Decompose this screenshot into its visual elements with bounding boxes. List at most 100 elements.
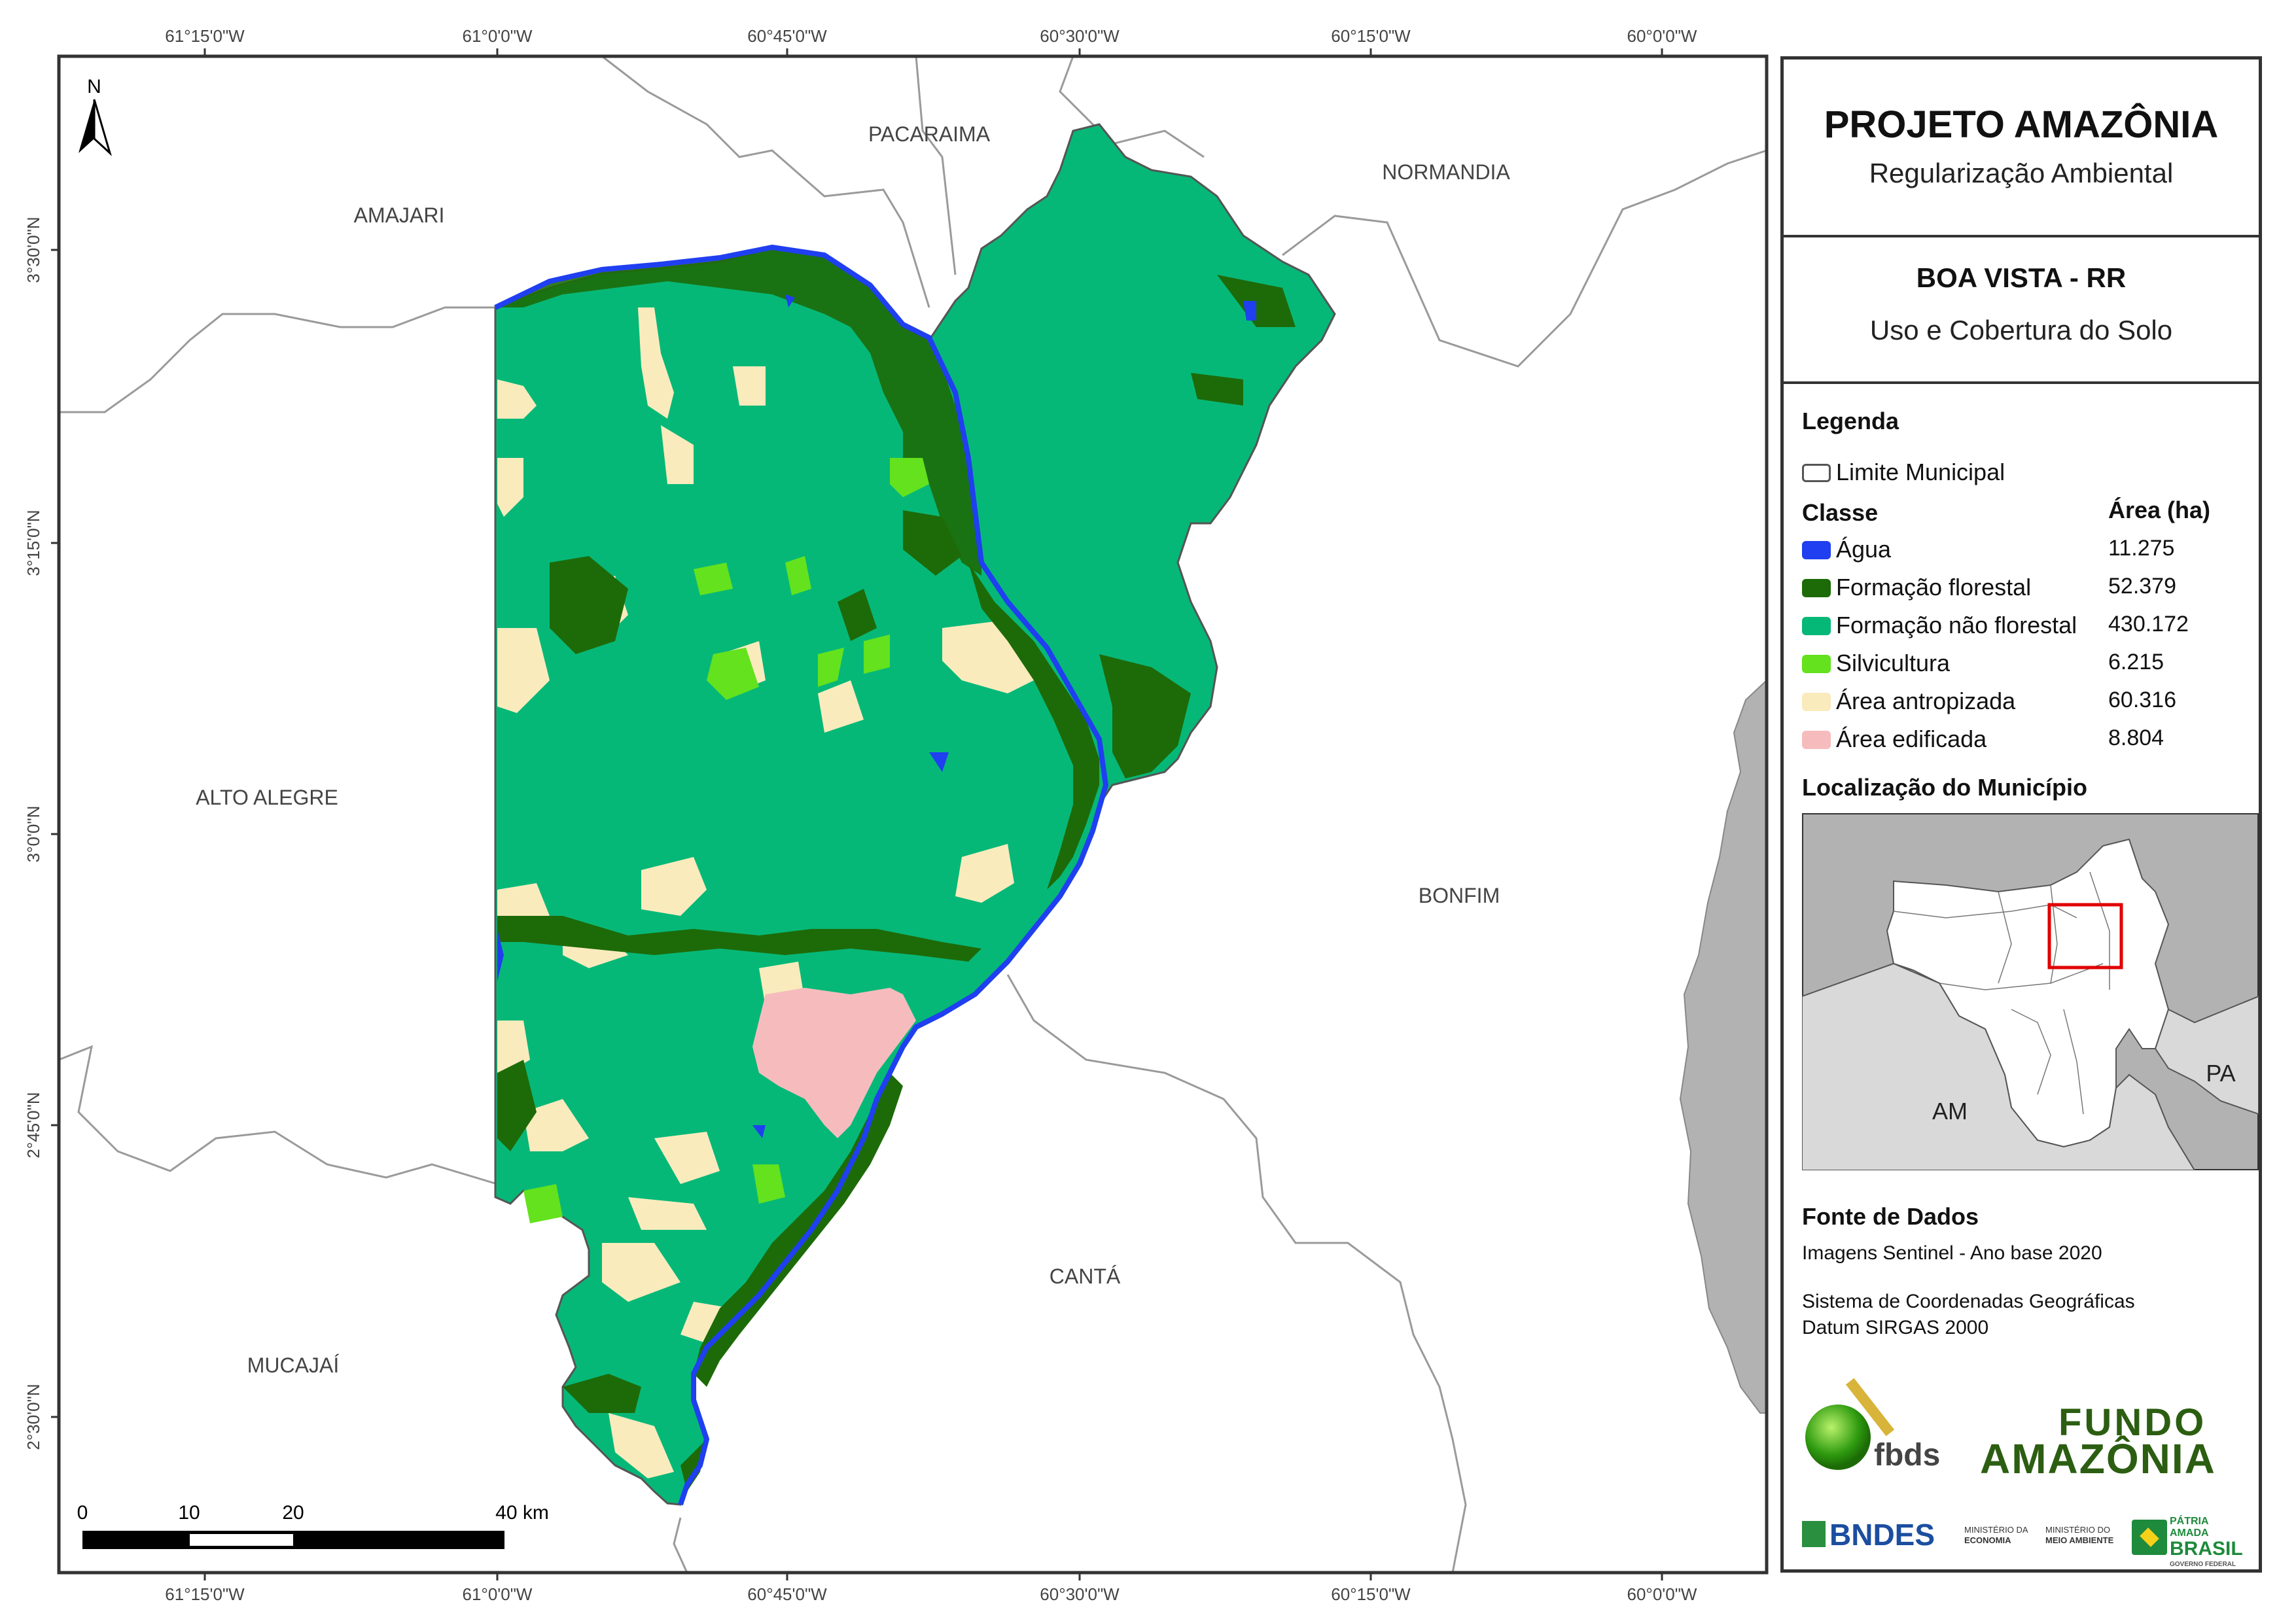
top-coord-4: 60°30'0"W [1040,26,1120,46]
scale-bar-body [82,1531,504,1549]
min-ambiente-line1: MINISTÉRIO DO [2045,1525,2110,1535]
boundary-normandia-bonfim [1282,149,1767,368]
min-economia-line1: MINISTÉRIO DA [1964,1525,2028,1535]
bottom-coord-6: 60°0'0"W [1627,1584,1697,1604]
class-header: Classe [1802,499,1879,526]
label-canta: CANTÁ [1050,1265,1121,1288]
municipal-boundaries [58,55,1767,1573]
bottom-coord-2: 61°0'0"W [463,1584,533,1604]
north-arrow-right-icon [93,99,112,156]
fbds-logo-icon [1805,1378,1895,1470]
label-bonfim: BONFIM [1419,884,1500,907]
fbds-text: fbds [1874,1438,1941,1473]
min-ambiente: MINISTÉRIO DO MEIO AMBIENTE [2045,1525,2113,1546]
brasil-flag-icon [2132,1520,2167,1555]
main-river [494,245,1108,1506]
class-area-edificada: 8.804 [2108,725,2164,750]
top-coord-1: 61°15'0"W [165,26,245,46]
inset-amazonas-region [1802,962,2196,1170]
project-title: PROJETO AMAZÔNIA [1824,103,2219,146]
swatch-antropizada [1802,693,1831,711]
scale-label-20: 20 [282,1502,304,1524]
source-imagery: Imagens Sentinel - Ano base 2020 [1802,1242,2102,1264]
inset-location-highlight [2047,903,2123,969]
limit-label: Limite Municipal [1836,459,2005,485]
bottom-coord-3: 60°45'0"W [747,1584,827,1604]
patria-line2: BRASIL [2170,1538,2243,1560]
legend-title: Legenda [1802,408,1899,434]
class-area-silvicultura: 6.215 [2108,650,2164,674]
legend-limit-row: Limite Municipal [1802,459,2247,491]
left-coord-3: 3°0'0"N [24,806,43,863]
boundary-mucajai-canta [673,1517,688,1573]
boundary-amajari-pacaraima [601,55,930,308]
swatch-edificada [1802,731,1831,749]
agua-patches [497,294,1256,1138]
class-area-nao-florestal: 430.172 [2108,612,2189,637]
min-economia-line2: ECONOMIA [1964,1535,2011,1545]
limit-swatch [1802,464,1831,482]
label-mucajai: MUCAJAÍ [247,1353,340,1377]
label-alto-alegre: ALTO ALEGRE [196,786,338,809]
divider-2 [1784,381,2259,384]
swatch-silvicultura [1802,655,1831,673]
north-arrow: N [79,76,112,156]
bottom-coord-1: 61°15'0"W [165,1584,245,1604]
inset-label-am: AM [1932,1098,1968,1125]
class-name-antropizada: Área antropizada [1836,688,2016,714]
bottom-coord-4: 60°30'0"W [1040,1584,1120,1604]
info-panel: PROJETO AMAZÔNIA Regularização Ambiental… [1780,56,2262,1573]
silvicultura-patches [523,458,929,1223]
legend-row-florestal: Formação florestal 52.379 [1802,574,2247,606]
divider-1 [1784,235,2259,237]
map-theme: Uso e Cobertura do Solo [1869,315,2173,345]
min-economia: MINISTÉRIO DA ECONOMIA [1964,1525,2028,1546]
coord-ticks [51,48,1663,1580]
scale-label-40: 40 km [495,1502,549,1524]
top-coord-6: 60°0'0"W [1627,26,1697,46]
class-name-florestal: Formação florestal [1836,574,2032,601]
swatch-nao-florestal [1802,617,1831,635]
locator-inset-map: AM PA [1802,813,2259,1170]
label-normandia: NORMANDIA [1382,160,1510,184]
scale-label-0: 0 [77,1502,88,1524]
scale-bar: 0 10 20 40 km [77,1502,549,1549]
source-crs: Sistema de Coordenadas Geográficas [1802,1291,2135,1312]
project-subtitle: Regularização Ambiental [1869,158,2174,188]
label-pacaraima: PACARAIMA [868,122,991,146]
amazonia-text: AMAZÔNIA [1980,1435,2216,1482]
fbds-logo: fbds [1802,1374,1952,1473]
bottom-coord-5: 60°15'0"W [1331,1584,1411,1604]
bndes-icon [1802,1521,1826,1547]
label-amajari: AMAJARI [354,203,445,227]
scale-label-10: 10 [178,1502,200,1524]
class-area-florestal: 52.379 [2108,574,2176,599]
swatch-florestal [1802,579,1831,597]
legend-row-nao-florestal: Formação não florestal 430.172 [1802,612,2247,644]
class-name-agua: Água [1836,536,1892,563]
north-arrow-left-icon [79,99,94,153]
patria-line3: GOVERNO FEDERAL [2170,1561,2236,1568]
map-frame [57,54,1769,1575]
legend-row-agua: Água 11.275 [1802,536,2247,568]
top-coord-3: 60°45'0"W [747,26,827,46]
sources-title: Fonte de Dados [1802,1203,1979,1230]
patria-amada-brasil: PÁTRIA AMADA BRASIL GOVERNO FEDERAL [2170,1516,2247,1571]
bndes-text: BNDES [1829,1518,1935,1552]
north-label: N [87,76,101,97]
class-name-silvicultura: Silvicultura [1836,650,1951,676]
class-name-nao-florestal: Formação não florestal [1836,612,2077,638]
area-edificada [752,988,916,1138]
source-datum: Datum SIRGAS 2000 [1802,1317,1989,1338]
top-coord-5: 60°15'0"W [1331,26,1411,46]
neighbor-state-area [1679,678,1767,1414]
left-coord-2: 3°15'0"N [24,510,43,576]
legend-row-antropizada: Área antropizada 60.316 [1802,688,2247,720]
boundary-altoalegre-mucajai [58,1045,498,1185]
boundary-amajari-altoalegre [59,306,497,413]
class-area-antropizada: 60.316 [2108,688,2176,712]
area-header: Área (ha) [2108,497,2211,523]
legend-row-silvicultura: Silvicultura 6.215 [1802,650,2247,682]
class-area-agua: 11.275 [2108,536,2175,561]
fundo-text: FUNDO [2058,1401,2207,1444]
